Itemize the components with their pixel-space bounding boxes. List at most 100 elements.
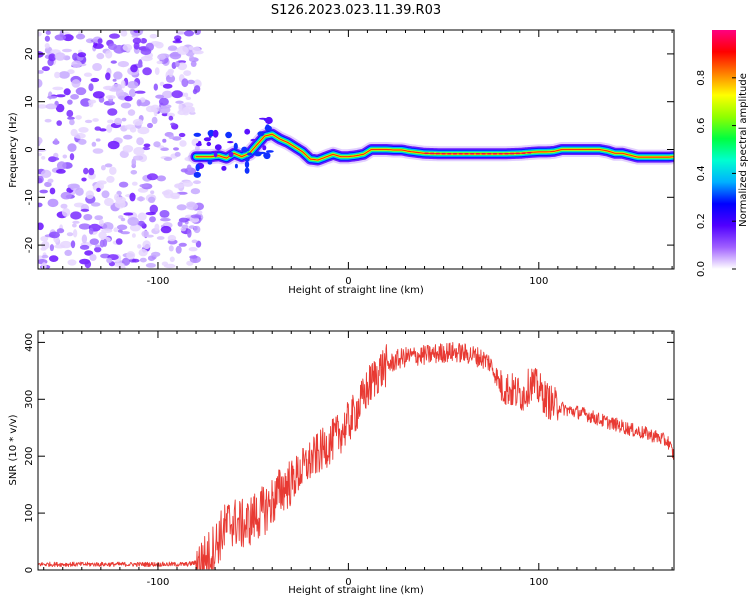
noise-blob <box>131 158 137 167</box>
noise-blob <box>40 169 52 178</box>
noise-blob <box>191 239 198 244</box>
noise-blob <box>45 103 58 110</box>
noise-blob <box>47 178 54 183</box>
noise-blob <box>189 255 198 259</box>
noise-blob <box>71 60 82 68</box>
noise-blob <box>70 94 79 100</box>
noise-blob <box>75 187 84 196</box>
noise-blob <box>162 90 173 99</box>
snr-y-ticks: 0 100 200 300 400 <box>24 333 674 573</box>
noise-blob <box>131 258 140 263</box>
noise-blob <box>182 107 190 114</box>
y-tick-label: 100 <box>24 504 35 523</box>
noise-blob <box>38 31 42 37</box>
noise-blob <box>183 70 192 76</box>
noise-blob <box>71 79 81 88</box>
noise-blob <box>60 203 68 209</box>
noise-blob <box>189 55 195 62</box>
figure-title: S126.2023.023.11.39.R03 <box>271 3 441 18</box>
noise-blob <box>133 147 145 156</box>
noise-blob <box>149 204 158 214</box>
noise-blob <box>49 255 59 262</box>
turbulence-blob <box>206 141 212 147</box>
noise-blob <box>177 221 183 227</box>
noise-blob <box>92 118 99 122</box>
noise-blob <box>98 231 107 240</box>
x-tick-label: 100 <box>529 577 548 588</box>
noise-blob <box>67 259 77 266</box>
noise-blob <box>113 262 125 267</box>
noise-blob <box>56 228 65 234</box>
turbulence-blob <box>244 128 251 135</box>
noise-blob <box>138 248 148 257</box>
noise-blob <box>49 244 55 252</box>
turbulence-blob <box>195 163 200 172</box>
noise-blob <box>66 109 74 118</box>
noise-blob <box>137 212 147 221</box>
noise-blob <box>174 183 184 189</box>
colorbar-label: Normalized spectral amplitude <box>738 73 749 227</box>
noise-blob <box>169 256 175 263</box>
colorbar: 0.0 0.2 0.4 0.6 0.8 Normalized spectral ampl… <box>696 30 749 277</box>
noise-blob <box>154 67 160 75</box>
noise-blob <box>90 77 100 83</box>
x-tick-label: 0 <box>345 577 351 588</box>
snr-series-line <box>38 342 674 570</box>
noise-blob <box>120 80 126 89</box>
noise-blob <box>158 97 169 106</box>
noise-blob <box>136 99 142 107</box>
spectrogram-x-ticks: -100 0 100 <box>43 30 673 287</box>
turbulence-blob <box>241 146 248 153</box>
noise-blob <box>149 216 156 223</box>
noise-blob <box>44 118 52 123</box>
noise-blob <box>122 145 134 153</box>
noise-blob <box>115 88 125 98</box>
noise-blob <box>175 100 184 104</box>
noise-blob <box>104 197 114 207</box>
noise-blob <box>56 169 66 174</box>
noise-blob <box>88 100 94 108</box>
noise-blob <box>186 203 199 211</box>
noise-blob <box>80 208 90 212</box>
noise-blob <box>142 240 151 250</box>
noise-blob <box>130 64 138 73</box>
noise-blob <box>44 43 50 49</box>
noise-blob <box>72 220 80 224</box>
noise-blob <box>53 138 59 145</box>
noise-blob <box>117 229 123 233</box>
noise-blob <box>154 223 160 232</box>
noise-blob <box>106 257 113 264</box>
noise-blob <box>145 211 156 216</box>
y-tick-label: 300 <box>24 390 35 409</box>
spectrogram-y-ticks: -20 -10 0 10 20 <box>24 48 674 253</box>
noise-blob <box>112 78 117 82</box>
noise-blob <box>38 70 44 74</box>
noise-blob <box>123 212 134 216</box>
noise-blob <box>188 225 196 229</box>
noise-blob <box>159 210 170 218</box>
x-tick-label: 100 <box>529 276 548 287</box>
noise-blob <box>168 115 174 121</box>
y-tick-label: 400 <box>24 333 35 352</box>
noise-blob <box>177 62 188 71</box>
y-tick-label: 20 <box>24 48 35 61</box>
snr-x-label: Height of straight line (km) <box>288 585 424 596</box>
noise-blob <box>54 244 66 249</box>
noise-blob <box>38 202 43 208</box>
noise-blob <box>122 44 133 52</box>
noise-blob <box>96 187 101 192</box>
x-tick-label: -100 <box>147 577 170 588</box>
noise-blob <box>163 157 173 161</box>
noise-blob <box>92 91 105 99</box>
noise-blob <box>38 136 43 145</box>
noise-blob <box>168 69 174 78</box>
noise-blob <box>187 79 195 85</box>
noise-blob <box>181 78 189 88</box>
noise-blob <box>161 190 170 196</box>
noise-blob <box>153 141 161 148</box>
noise-blob <box>160 147 169 151</box>
noise-blob <box>192 88 198 95</box>
noise-blob <box>126 251 136 260</box>
noise-blob <box>54 52 66 61</box>
noise-blob <box>78 126 89 133</box>
